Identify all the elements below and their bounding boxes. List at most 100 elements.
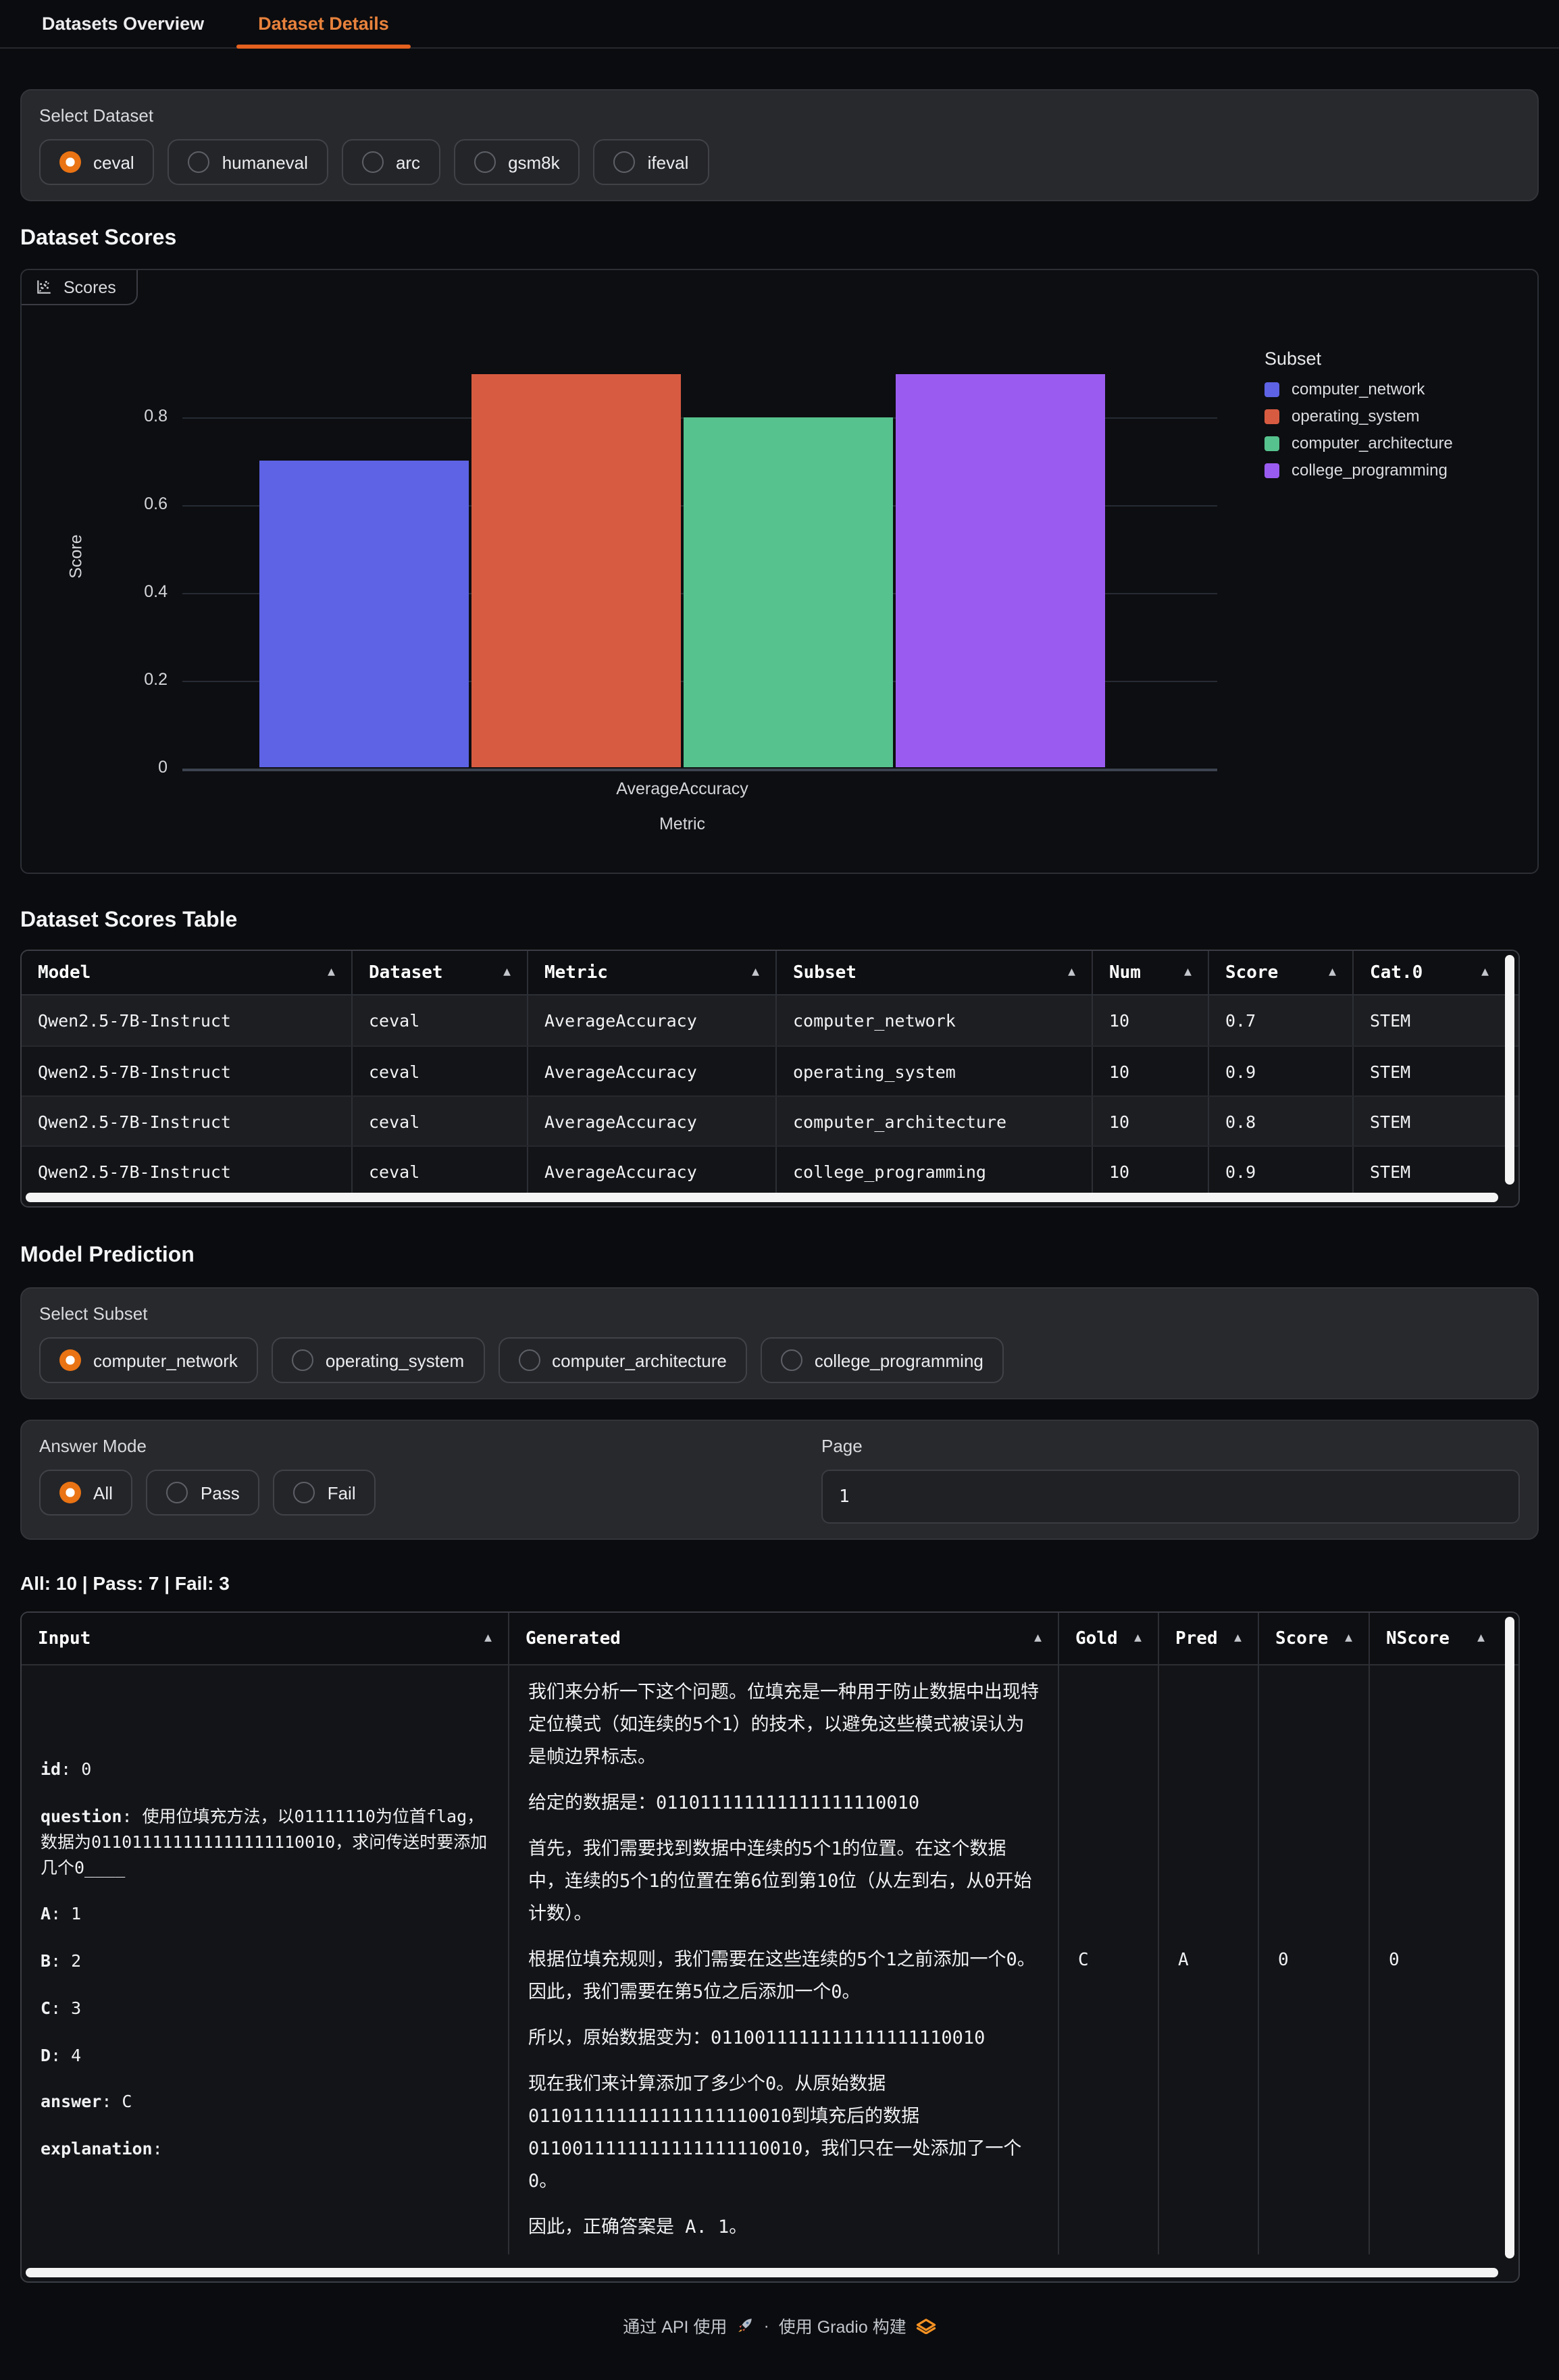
subset-option-computer_network[interactable]: computer_network <box>39 1337 258 1383</box>
sort-ascending-icon: ▲ <box>1481 966 1489 979</box>
tab-datasets-overview[interactable]: Datasets Overview <box>42 14 205 34</box>
column-header-gold[interactable]: Gold ▲ <box>1059 1613 1159 1664</box>
sort-ascending-icon: ▲ <box>1134 1632 1142 1645</box>
dataset-scores-table-body: Qwen2.5-7B-Instruct ceval AverageAccuracy c… <box>22 995 1518 1195</box>
gold-cell: C <box>1059 1665 1159 2254</box>
radio-circle-icon <box>59 1482 81 1503</box>
column-header-score[interactable]: Score ▲ <box>1259 1613 1370 1664</box>
table-vertical-scrollbar[interactable] <box>1505 955 1514 1185</box>
subset-option-computer_architecture[interactable]: computer_architecture <box>498 1337 747 1383</box>
model-prediction-table-row: id: 0 question: 使用位填充方法，以01111110为位首flag，… <box>22 1665 1518 2254</box>
legend-item-operating_system[interactable]: operating_system <box>1264 407 1453 425</box>
answer-mode-option-pass[interactable]: Pass <box>146 1470 260 1516</box>
legend-label: computer_network <box>1292 380 1425 398</box>
tab-dataset-details[interactable]: Dataset Details <box>236 0 411 49</box>
dataset-option-ceval[interactable]: ceval <box>39 139 155 185</box>
score-cell: 0 <box>1259 1665 1370 2254</box>
input-field-line: A: 1 <box>41 1903 82 1924</box>
sort-ascending-icon: ▲ <box>503 966 511 979</box>
column-header-cat0[interactable]: Cat.0 ▲ <box>1354 951 1505 994</box>
column-header-subset[interactable]: Subset ▲ <box>777 951 1093 994</box>
dataset-option-ifeval[interactable]: ifeval <box>593 139 709 185</box>
column-header-dataset[interactable]: Dataset ▲ <box>353 951 528 994</box>
score-cell-text: 0 <box>1278 1950 1289 1970</box>
radio-circle-icon <box>59 1349 81 1371</box>
generated-paragraph: 首先，我们需要找到数据中连续的5个1的位置。在这个数据中，连续的5个1的位置在第… <box>528 1838 1032 1925</box>
column-header-label: Cat.0 <box>1370 962 1423 983</box>
sort-ascending-icon: ▲ <box>1234 1632 1242 1645</box>
column-header-num[interactable]: Num ▲ <box>1093 951 1209 994</box>
prediction-vertical-scrollbar[interactable] <box>1505 1617 1514 2258</box>
answer-mode-option-all[interactable]: All <box>39 1470 133 1516</box>
radio-circle-icon <box>613 151 636 173</box>
nscore-cell-text: 0 <box>1389 1950 1400 1970</box>
subset-option-operating_system[interactable]: operating_system <box>271 1337 485 1383</box>
radio-circle-icon <box>474 151 496 173</box>
bar-computer_network[interactable] <box>259 461 469 768</box>
answer-mode-radio-group: All Pass Fail <box>39 1470 789 1516</box>
sort-ascending-icon: ▲ <box>328 966 335 979</box>
dataset-option-gsm8k[interactable]: gsm8k <box>454 139 580 185</box>
radio-circle-icon <box>780 1349 802 1371</box>
rocket-icon <box>738 2319 752 2332</box>
prediction-horizontal-scrollbar[interactable] <box>26 2268 1498 2277</box>
table-cell: computer_architecture <box>777 1097 1093 1145</box>
radio-circle-icon <box>518 1349 540 1371</box>
page-input[interactable] <box>821 1470 1520 1524</box>
table-cell: ceval <box>353 1097 528 1145</box>
table-cell: 10 <box>1093 1047 1209 1095</box>
legend-item-computer_network[interactable]: computer_network <box>1264 380 1453 398</box>
column-header-metric[interactable]: Metric ▲ <box>528 951 777 994</box>
legend-item-college_programming[interactable]: college_programming <box>1264 461 1453 480</box>
bar-computer_architecture[interactable] <box>684 417 893 768</box>
answer-mode-option-label: Fail <box>327 1482 356 1503</box>
answer-mode-option-fail[interactable]: Fail <box>273 1470 376 1516</box>
legend-swatch-icon <box>1264 409 1279 423</box>
table-row: Qwen2.5-7B-Instruct ceval AverageAccuracy o… <box>22 1045 1518 1095</box>
subset-option-label: college_programming <box>814 1350 983 1370</box>
radio-circle-icon <box>59 151 81 173</box>
legend-item-computer_architecture[interactable]: computer_architecture <box>1264 434 1453 452</box>
nscore-cell: 0 <box>1370 1665 1501 2254</box>
table-cell: ceval <box>353 1047 528 1095</box>
built-with-gradio-link[interactable]: 使用 Gradio 构建 <box>778 2318 906 2337</box>
legend-title: Subset <box>1264 348 1322 369</box>
select-dataset-panel: Select Dataset ceval humaneval arc gsm8k ife… <box>20 89 1539 201</box>
column-header-input[interactable]: Input ▲ <box>22 1613 509 1664</box>
subset-option-label: computer_architecture <box>552 1350 727 1370</box>
use-via-api-link[interactable]: 通过 API 使用 <box>623 2318 727 2337</box>
answer-mode-option-label: Pass <box>200 1482 240 1503</box>
table-cell: Qwen2.5-7B-Instruct <box>22 1047 353 1095</box>
sort-ascending-icon: ▲ <box>484 1632 492 1645</box>
bar-operating_system[interactable] <box>471 373 681 768</box>
column-header-generated[interactable]: Generated ▲ <box>509 1613 1059 1664</box>
table-cell: 0.7 <box>1209 995 1354 1045</box>
radio-circle-icon <box>291 1349 313 1371</box>
y-axis-tick-label: 0 <box>158 757 168 776</box>
column-header-label: Generated <box>526 1628 621 1649</box>
column-header-nscore[interactable]: NScore ▲ <box>1370 1613 1501 1664</box>
sort-ascending-icon: ▲ <box>1477 1632 1485 1645</box>
bar-college_programming[interactable] <box>896 373 1105 768</box>
model-prediction-table: Input ▲ Generated ▲ Gold ▲ Pred ▲ Score ▲ NScore ▲ … <box>20 1611 1520 2283</box>
subset-option-college_programming[interactable]: college_programming <box>760 1337 1004 1383</box>
dataset-option-humaneval[interactable]: humaneval <box>168 139 328 185</box>
table-cell: STEM <box>1370 1161 1411 1181</box>
dataset-option-label: arc <box>395 152 421 172</box>
dataset-option-arc[interactable]: arc <box>341 139 441 185</box>
radio-circle-icon <box>166 1482 188 1503</box>
table-horizontal-scrollbar[interactable] <box>26 1193 1498 1202</box>
generated-cell: 我们来分析一下这个问题。位填充是一种用于防止数据中出现特定位模式（如连续的5个1… <box>509 1665 1059 2254</box>
y-axis-tick-label: 0.6 <box>144 494 168 513</box>
radio-circle-icon <box>361 151 384 173</box>
dataset-option-label: ceval <box>93 152 134 172</box>
scores-plot-tab[interactable]: Scores <box>22 270 138 305</box>
select-subset-panel: Select Subset computer_network operating_… <box>20 1287 1539 1399</box>
dataset-option-label: gsm8k <box>508 152 560 172</box>
column-header-score[interactable]: Score ▲ <box>1209 951 1354 994</box>
legend-label: computer_architecture <box>1292 434 1453 452</box>
column-header-pred[interactable]: Pred ▲ <box>1159 1613 1259 1664</box>
column-header-model[interactable]: Model ▲ <box>22 951 353 994</box>
table-cell: 10 <box>1093 1097 1209 1145</box>
